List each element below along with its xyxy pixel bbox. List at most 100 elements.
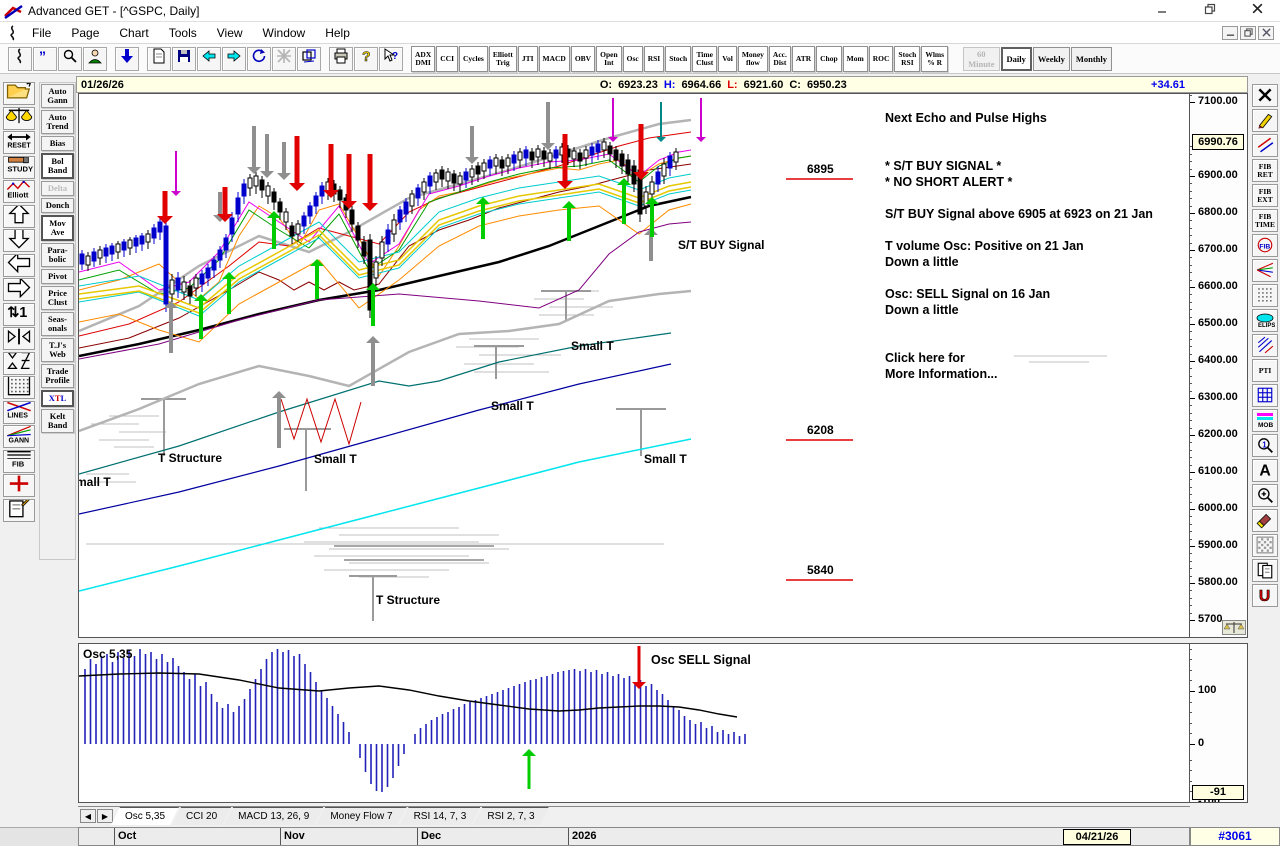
fib-retracement-tool[interactable]: FIB RET xyxy=(1252,159,1278,182)
indicator-atr[interactable]: ATR xyxy=(791,45,816,72)
indicator-cycles[interactable]: Cycles xyxy=(459,45,488,72)
open-folder-tool-button[interactable] xyxy=(3,82,35,105)
properties-tool-button[interactable] xyxy=(3,498,35,522)
rotate-button[interactable] xyxy=(247,46,271,71)
new-chart-button[interactable] xyxy=(147,46,171,71)
study-kelt-band[interactable]: Kelt Band xyxy=(41,409,74,433)
indicator-wlms-r[interactable]: Wlms % R xyxy=(921,45,949,72)
study-seas--onals[interactable]: Seas- onals xyxy=(41,312,74,336)
timeframe-monthly[interactable]: Monthly xyxy=(1070,46,1112,71)
lines-tool-button[interactable]: LINES xyxy=(3,400,35,424)
study-tool-button[interactable]: STUDY xyxy=(3,155,35,179)
delete-disabled-button[interactable] xyxy=(272,46,296,71)
dissolve-tool[interactable] xyxy=(1252,534,1278,557)
parallel-lines-tool[interactable] xyxy=(1252,134,1278,157)
restore-button[interactable] xyxy=(1193,2,1227,20)
arrow-right-tool-button[interactable] xyxy=(3,278,35,301)
study-delta[interactable]: Delta xyxy=(41,181,74,196)
study-pivot[interactable]: Pivot xyxy=(41,269,74,284)
timeframe-daily[interactable]: Daily xyxy=(1000,46,1032,71)
oscillator-pane[interactable]: Osc 5,35 Osc SELL Signal xyxy=(78,643,1190,803)
pages-tool[interactable] xyxy=(1252,559,1278,582)
fib-circle-tool[interactable]: FIB xyxy=(1252,234,1278,257)
quote-button[interactable]: ” xyxy=(33,46,57,71)
indicator-money-flow[interactable]: Money flow xyxy=(737,45,768,72)
ellipse-tool[interactable]: ELIPS xyxy=(1252,309,1278,332)
minimize-button[interactable] xyxy=(1145,2,1179,20)
indicator-cci[interactable]: CCI xyxy=(436,45,459,72)
eraser-tool[interactable] xyxy=(1252,509,1278,532)
context-help-button[interactable]: ? xyxy=(379,46,403,71)
save-button[interactable] xyxy=(172,46,196,71)
grid-tool[interactable] xyxy=(1252,284,1278,307)
indicator-time-clust[interactable]: Time Clust xyxy=(692,45,718,72)
arrow-down-tool-button[interactable] xyxy=(3,229,35,252)
indicator-osc[interactable]: Osc xyxy=(622,45,643,72)
price-axis[interactable]: 7100.00 6900.00 6800.00 6700.00 6600.00 6500.… xyxy=(1190,93,1248,638)
fib-time-tool[interactable]: FIB TIME xyxy=(1252,209,1278,232)
user-button[interactable] xyxy=(83,46,107,71)
chart-tool-button[interactable] xyxy=(8,46,32,71)
fib-tool-button[interactable]: FIB xyxy=(3,449,35,473)
study-donch[interactable]: Donch xyxy=(41,198,74,213)
tab-macd-13-26-9[interactable]: MACD 13, 26, 9 xyxy=(224,807,323,825)
menu-file[interactable]: File xyxy=(32,25,52,40)
child-restore-button[interactable] xyxy=(1240,25,1256,40)
pti-tool[interactable]: PTI xyxy=(1252,359,1278,382)
help-button[interactable]: ? xyxy=(354,46,378,71)
tab-rsi-2-7-3[interactable]: RSI 2, 7, 3 xyxy=(473,807,548,825)
close-chart-button[interactable] xyxy=(1252,84,1278,107)
v-expand-tool-button[interactable] xyxy=(3,351,35,375)
indicator-rsi[interactable]: RSI xyxy=(643,45,665,72)
study-price-clust[interactable]: Price Clust xyxy=(41,286,74,310)
zoom-one-tool[interactable]: 1 xyxy=(1252,434,1278,457)
indicator-vol[interactable]: Vol xyxy=(718,45,737,72)
indicator-roc[interactable]: ROC xyxy=(868,45,894,72)
mob-tool[interactable]: MOB xyxy=(1252,409,1278,432)
child-close-button[interactable] xyxy=(1258,25,1274,40)
tab-cci-20[interactable]: CCI 20 xyxy=(172,807,231,825)
study-mov-ave[interactable]: Mov Ave xyxy=(41,215,74,241)
back-button[interactable] xyxy=(197,46,221,71)
indicator-jti[interactable]: JTI xyxy=(517,45,538,72)
child-minimize-button[interactable] xyxy=(1222,25,1238,40)
blue-grid-tool[interactable] xyxy=(1252,384,1278,407)
main-chart[interactable]: S/T BUY Signal Small T Small T Small T Small… xyxy=(76,93,1190,638)
menu-page[interactable]: Page xyxy=(71,25,100,40)
study-para--bolic[interactable]: Para- bolic xyxy=(41,243,74,267)
indicator-chop[interactable]: Chop xyxy=(816,45,842,72)
scales-tool-button[interactable] xyxy=(3,106,35,130)
close-button[interactable] xyxy=(1240,2,1274,20)
indicator-open-int[interactable]: Open Int xyxy=(596,45,622,72)
tab-scroll-left-button[interactable]: ◀ xyxy=(80,809,96,823)
indicator-obv[interactable]: OBV xyxy=(570,45,596,72)
more-info-link[interactable]: Click here for xyxy=(885,351,965,365)
text-tool[interactable]: A xyxy=(1252,459,1278,482)
menu-help[interactable]: Help xyxy=(325,25,350,40)
indicator-adx-dmi[interactable]: ADX DMI xyxy=(411,45,436,72)
download-data-button[interactable] xyxy=(115,46,139,71)
timeframe-weekly[interactable]: Weekly xyxy=(1032,46,1070,71)
timeframe-60-minute[interactable]: 60 Minute xyxy=(963,46,1000,71)
fib-extension-tool[interactable]: FIB EXT xyxy=(1252,184,1278,207)
arrow-up-tool-button[interactable] xyxy=(3,204,35,228)
gann-tool-button[interactable]: GANN xyxy=(3,425,35,448)
menu-tools[interactable]: Tools xyxy=(168,25,197,40)
tab-scroll-right-button[interactable]: ▶ xyxy=(97,809,113,823)
reset-tool-button[interactable]: RESET xyxy=(3,131,35,154)
study-bol-band[interactable]: Bol Band xyxy=(41,153,74,179)
menu-view[interactable]: View xyxy=(216,25,243,40)
indicator-stoch[interactable]: Stoch xyxy=(665,45,692,72)
tab-rsi-14-7-3[interactable]: RSI 14, 7, 3 xyxy=(400,807,481,825)
study-auto-trend[interactable]: Auto Trend xyxy=(41,110,74,134)
hatch-tool[interactable] xyxy=(1252,334,1278,357)
pencil-tool[interactable] xyxy=(1252,109,1278,132)
crosshair-tool-button[interactable] xyxy=(3,474,35,497)
tab-osc-5-35[interactable]: Osc 5,35 xyxy=(111,807,179,825)
study-xtl[interactable]: XTL xyxy=(41,390,74,407)
search-button[interactable] xyxy=(58,46,82,71)
study-t-j-s-web[interactable]: T.J's Web xyxy=(41,338,74,362)
arrow-left-tool-button[interactable] xyxy=(3,253,35,277)
study-bias[interactable]: Bias xyxy=(41,136,74,151)
menu-window[interactable]: Window xyxy=(262,25,306,40)
